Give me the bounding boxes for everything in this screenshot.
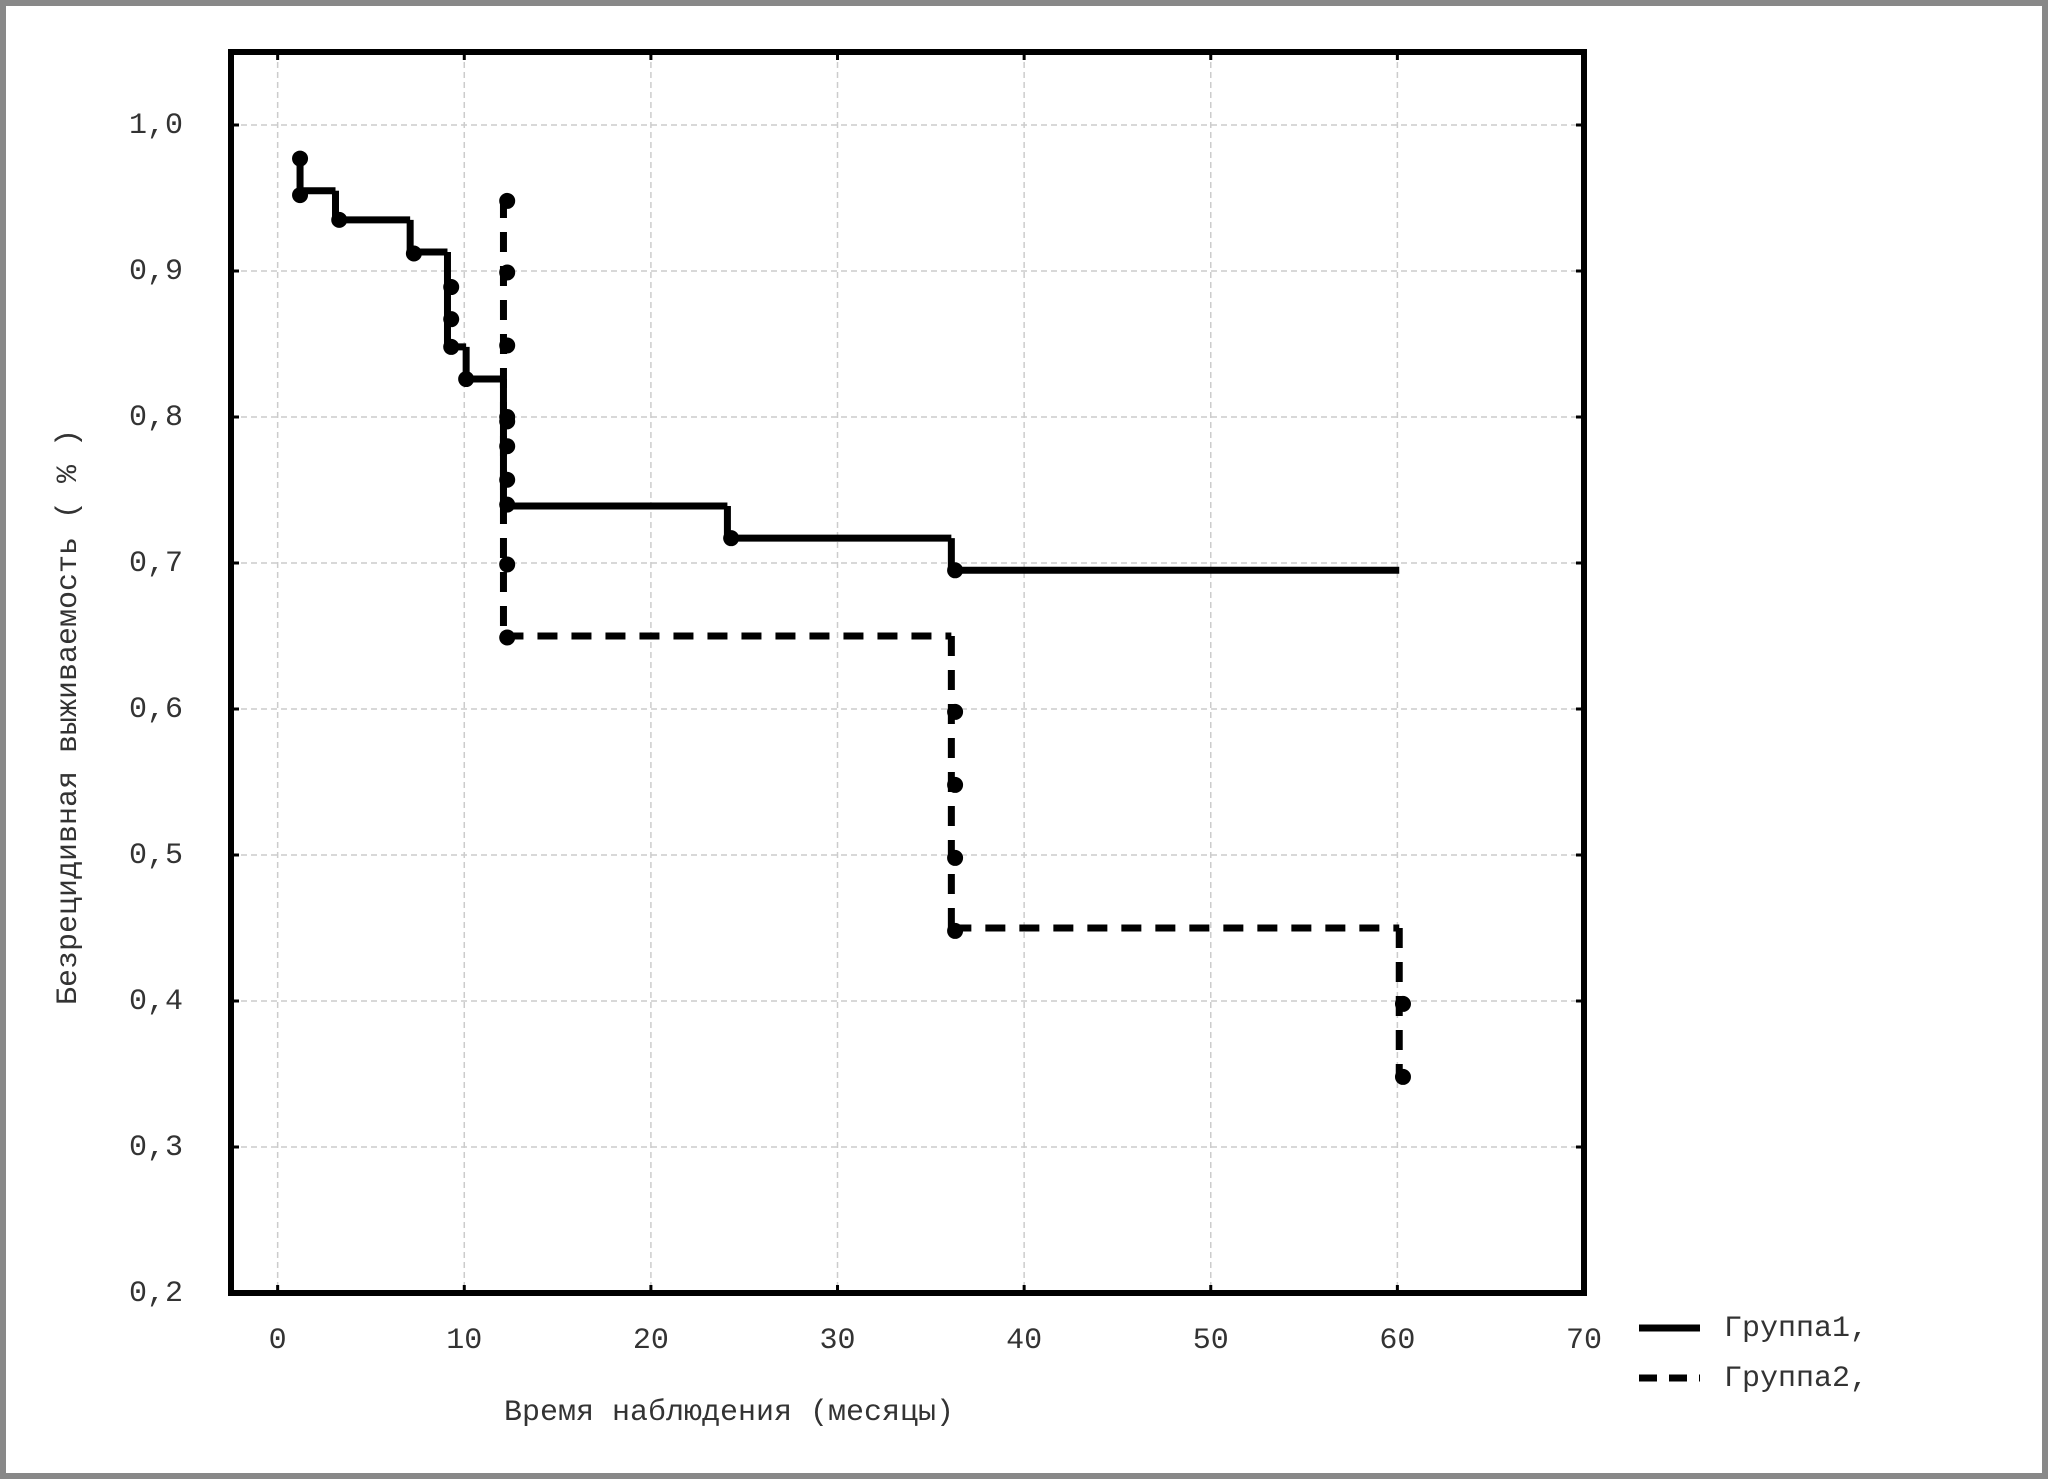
event-marker: [443, 279, 460, 296]
y-tick-label: 0,8: [129, 401, 183, 435]
y-tick-label: 0,6: [129, 693, 183, 727]
event-marker: [947, 922, 964, 939]
x-tick-label: 60: [1379, 1324, 1415, 1358]
event-marker: [499, 337, 516, 354]
event-marker: [443, 311, 460, 328]
event-marker: [947, 849, 964, 866]
plot-border: [228, 49, 1587, 1296]
event-marker: [1394, 1068, 1411, 1085]
event-marker: [331, 211, 348, 228]
event-marker: [947, 562, 964, 579]
event-marker: [723, 530, 740, 547]
y-tick-label: 0,4: [129, 985, 183, 1019]
x-tick-label: 10: [446, 1324, 482, 1358]
event-marker: [499, 556, 516, 573]
legend-label: Группа1,: [1724, 1312, 1868, 1346]
y-tick-label: 0,2: [129, 1277, 183, 1311]
event-marker: [443, 338, 460, 355]
event-marker: [405, 245, 422, 262]
event-marker: [292, 150, 309, 167]
event-marker: [292, 187, 309, 204]
event-marker: [947, 703, 964, 720]
y-tick-label: 0,5: [129, 839, 183, 873]
event-marker: [499, 629, 516, 646]
y-axis-label: Безрецидивная выживаемость ( % ): [52, 429, 86, 1005]
x-tick-label: 20: [633, 1324, 669, 1358]
event-marker: [499, 264, 516, 281]
x-tick-label: 50: [1193, 1324, 1229, 1358]
x-tick-label: 40: [1006, 1324, 1042, 1358]
y-tick-label: 1,0: [129, 109, 183, 143]
y-tick-label: 0,7: [129, 547, 183, 581]
event-marker: [499, 192, 516, 209]
y-tick-label: 0,9: [129, 255, 183, 289]
event-marker: [458, 371, 475, 388]
y-tick-label: 0,3: [129, 1131, 183, 1165]
x-axis-label: Время наблюдения (месяцы): [504, 1396, 954, 1430]
event-marker: [947, 776, 964, 793]
x-tick-label: 30: [820, 1324, 856, 1358]
x-tick-label: 0: [269, 1324, 287, 1358]
x-tick-label: 70: [1566, 1324, 1602, 1358]
event-marker: [1394, 995, 1411, 1012]
legend-label: Группа2,: [1724, 1362, 1868, 1396]
event-marker: [499, 413, 516, 430]
